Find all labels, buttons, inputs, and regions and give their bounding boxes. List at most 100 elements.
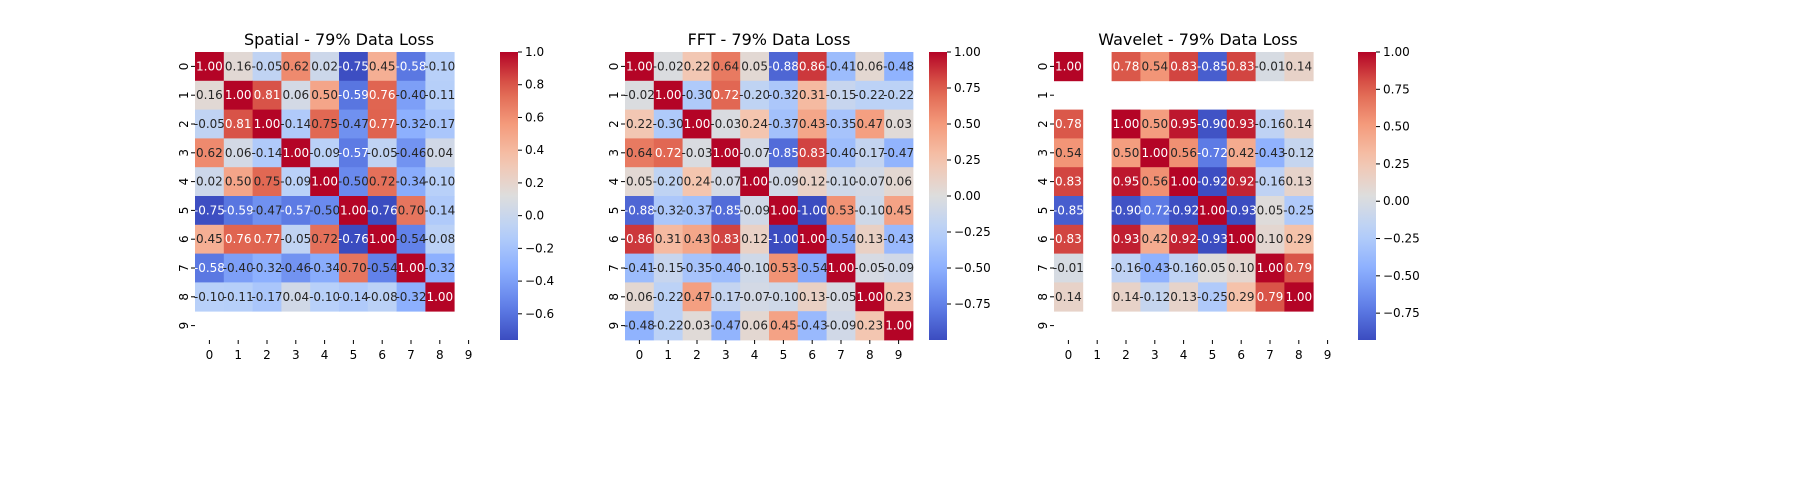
heatmap-cell	[797, 138, 827, 168]
cell-value-label: 0.93	[1113, 232, 1140, 246]
heatmap-cell	[1111, 253, 1141, 283]
y-tick-label: 9	[177, 322, 191, 330]
heatmap-cell	[195, 138, 225, 168]
heatmap-cell	[711, 167, 741, 197]
heatmap-cell	[682, 167, 712, 197]
cell-value-label: 0.13	[799, 290, 826, 304]
heatmap-cell	[396, 109, 426, 139]
cell-value-label: -0.14	[424, 203, 455, 217]
heatmap-cell	[740, 52, 770, 82]
cell-value-label: 0.50	[225, 175, 252, 189]
heatmap-cell	[711, 224, 741, 254]
heatmap-cell	[653, 311, 683, 341]
heatmap-cell	[1111, 196, 1141, 226]
heatmap-cell	[682, 196, 712, 226]
cell-value-label: -0.90	[1197, 117, 1228, 131]
cell-value-label: -0.16	[1254, 175, 1285, 189]
cell-value-label: 0.06	[225, 146, 252, 160]
heatmap-cell	[1255, 138, 1285, 168]
x-tick-label: 8	[436, 348, 444, 362]
cell-value-label: 0.56	[1170, 146, 1197, 160]
heatmap-cell	[223, 52, 253, 82]
cell-value-label: 0.76	[369, 88, 396, 102]
cell-value-label: 0.12	[799, 175, 826, 189]
heatmap-cell	[711, 253, 741, 283]
cell-value-label: -0.10	[309, 290, 340, 304]
cell-value-label: -0.37	[768, 117, 799, 131]
heatmap-cell	[367, 253, 397, 283]
heatmap-cell	[1111, 109, 1141, 139]
heatmap-cell	[1054, 138, 1084, 168]
cell-value-label: 0.54	[1141, 59, 1168, 73]
heatmap-cell	[653, 109, 683, 139]
heatmap-cell	[223, 196, 253, 226]
cell-value-label: -0.35	[825, 117, 856, 131]
heatmap-cell	[884, 196, 914, 226]
cell-value-label: -0.57	[338, 146, 369, 160]
cell-value-label: 0.92	[1170, 232, 1197, 246]
cell-value-label: -0.32	[251, 261, 282, 275]
heatmap-cell	[625, 253, 655, 283]
heatmap-cell	[769, 52, 799, 82]
cell-value-label: -0.58	[194, 261, 225, 275]
heatmap-cell	[1226, 196, 1256, 226]
y-tick-label: 3	[1036, 149, 1050, 157]
cell-value-label: 0.23	[856, 319, 883, 333]
cell-value-label: 1.00	[799, 232, 826, 246]
cell-value-label: -0.75	[194, 203, 225, 217]
cell-value-label: -0.72	[1139, 203, 1170, 217]
cell-value-label: -0.57	[280, 203, 311, 217]
y-tick-label: 8	[1036, 293, 1050, 301]
colorbar-tick-label: −0.50	[1383, 269, 1420, 283]
heatmap-cell	[740, 109, 770, 139]
heatmap-cell	[1226, 167, 1256, 197]
heatmap-cell	[252, 138, 282, 168]
cell-value-label: -0.93	[1226, 203, 1257, 217]
heatmap-cell	[1226, 282, 1256, 312]
heatmap-cell	[1140, 282, 1170, 312]
cell-value-label: -0.41	[624, 261, 655, 275]
cell-value-label: 0.02	[311, 59, 338, 73]
heatmap-cell	[223, 253, 253, 283]
heatmap-cell	[711, 282, 741, 312]
cell-value-label: -0.37	[681, 203, 712, 217]
cell-value-label: -0.16	[1110, 261, 1141, 275]
cell-value-label: 1.00	[1170, 175, 1197, 189]
colorbar-tick-label: −0.2	[525, 241, 554, 255]
y-tick-label: 2	[607, 120, 621, 128]
cell-value-label: -0.10	[768, 290, 799, 304]
cell-value-label: 0.81	[225, 117, 252, 131]
heatmap-cell	[281, 109, 311, 139]
cell-value-label: -0.43	[1139, 261, 1170, 275]
heatmap-cell	[252, 282, 282, 312]
heatmap-cell	[682, 253, 712, 283]
heatmap-cell	[281, 167, 311, 197]
cell-value-label: 0.45	[885, 203, 912, 217]
cell-value-label: 0.04	[282, 290, 309, 304]
cell-value-label: 0.50	[1113, 146, 1140, 160]
cell-value-label: -0.20	[739, 88, 770, 102]
heatmap-cell	[367, 80, 397, 110]
cell-value-label: -0.10	[739, 261, 770, 275]
cell-value-label: 0.29	[1228, 290, 1255, 304]
heatmap-cell	[339, 224, 369, 254]
cell-value-label: 0.29	[1285, 232, 1312, 246]
heatmap-cell	[367, 224, 397, 254]
cell-value-label: -0.02	[653, 59, 684, 73]
cell-value-label: 0.05	[1199, 261, 1226, 275]
cell-value-label: 0.95	[1170, 117, 1197, 131]
cell-value-label: 0.03	[885, 117, 912, 131]
heatmap-cell	[769, 196, 799, 226]
heatmap-cell	[195, 196, 225, 226]
heatmap-cell	[1198, 167, 1228, 197]
heatmap-cell	[1255, 52, 1285, 82]
cell-value-label: 0.10	[1228, 261, 1255, 275]
cell-value-label: -0.17	[854, 146, 885, 160]
heatmap-cell	[826, 253, 856, 283]
cell-value-label: 0.62	[196, 146, 223, 160]
colorbar-tick-label: −0.75	[954, 297, 991, 311]
y-tick-label: 5	[607, 207, 621, 215]
y-tick-label: 1	[1036, 91, 1050, 99]
cell-value-label: -0.01	[1053, 261, 1084, 275]
x-tick-label: 1	[1093, 348, 1101, 362]
